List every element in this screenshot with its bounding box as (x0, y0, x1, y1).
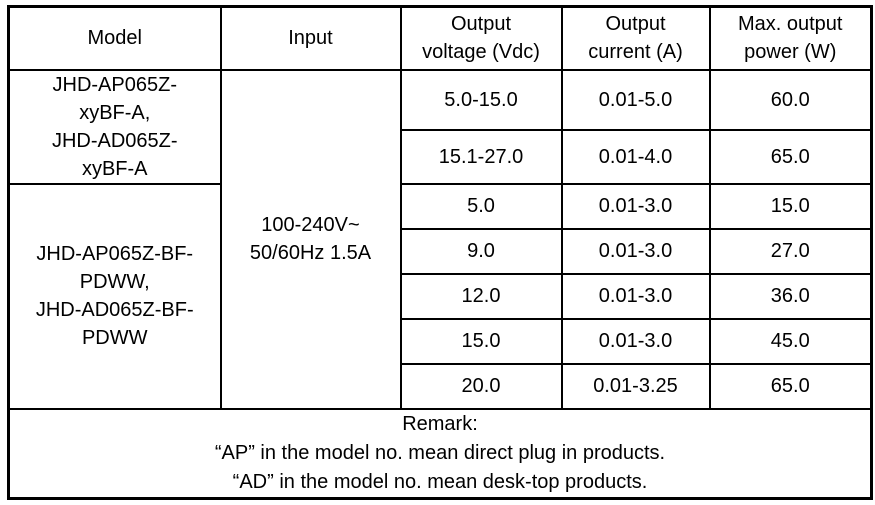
header-input: Input (219, 5, 402, 71)
header-output-current: Output current (A) (560, 5, 711, 71)
voltage-cell: 20.0 (399, 362, 563, 410)
voltage-cell: 12.0 (399, 272, 563, 320)
table-header-row: Model Input Output voltage (Vdc) Output … (7, 5, 873, 71)
table-row: 12.0 0.01-3.0 36.0 (9, 272, 873, 320)
model-line: PDWW (81, 327, 148, 349)
model-line: xyBF-A (81, 157, 148, 180)
model-group-pdww-cell: JHD-AP065Z-BF- PDWW, JHD-AD065Z-BF- PDWW (7, 182, 222, 410)
voltage-cell: 5.0 (399, 182, 563, 230)
input-line: 100-240V~ (261, 214, 360, 236)
power-cell: 27.0 (708, 227, 873, 275)
header-line: Output (605, 13, 666, 36)
power-cell: 45.0 (708, 317, 873, 365)
table-row: 20.0 0.01-3.25 65.0 (9, 362, 873, 410)
model-line: xyBF-A, (79, 101, 151, 124)
voltage-cell: 15.0 (399, 317, 563, 365)
table-row: 15.1-27.0 0.01-4.0 65.0 (9, 128, 873, 185)
remark-cell: Remark: “AP” in the model no. mean direc… (7, 407, 873, 499)
remark-line: “AP” in the model no. mean direct plug i… (214, 441, 666, 464)
remark-title: Remark: (402, 412, 478, 435)
power-cell: 36.0 (708, 272, 873, 320)
power-cell: 65.0 (708, 362, 873, 410)
current-cell: 0.01-3.0 (560, 272, 711, 320)
remark-line: “AD” in the model no. mean desk-top prod… (232, 470, 648, 493)
remark-row: Remark: “AP” in the model no. mean direc… (7, 407, 873, 499)
header-line: voltage (Vdc) (422, 41, 540, 64)
voltage-cell: 15.1-27.0 (399, 128, 563, 185)
current-cell: 0.01-3.25 (560, 362, 711, 410)
input-cell: 100-240V~ 50/60Hz 1.5A (219, 68, 402, 410)
header-output-voltage: Output voltage (Vdc) (399, 5, 563, 71)
model-line: JHD-AD065Z- (51, 129, 178, 152)
header-line: Max. output (737, 13, 843, 36)
model-line: JHD-AD065Z-BF- (35, 299, 194, 321)
voltage-cell: 5.0-15.0 (399, 68, 563, 131)
header-max-output-power: Max. output power (W) (708, 5, 873, 71)
current-cell: 0.01-3.0 (560, 182, 711, 230)
header-line: Input (288, 27, 333, 50)
table-row: JHD-AP065Z- xyBF-A, JHD-AD065Z- xyBF-A 1… (7, 68, 873, 410)
header-model: Model (7, 5, 222, 71)
current-cell: 0.01-4.0 (560, 128, 711, 185)
header-line: Output (450, 13, 512, 36)
model-group-xybf-cell: JHD-AP065Z- xyBF-A, JHD-AD065Z- xyBF-A (7, 68, 222, 185)
power-cell: 15.0 (708, 182, 873, 230)
model-line: JHD-AP065Z-BF- (36, 243, 194, 265)
current-cell: 0.01-3.0 (560, 227, 711, 275)
voltage-cell: 9.0 (399, 227, 563, 275)
model-line: JHD-AP065Z- (52, 73, 177, 96)
table-row: 15.0 0.01-3.0 45.0 (9, 317, 873, 365)
header-line: Model (87, 27, 142, 50)
power-cell: 60.0 (708, 68, 873, 131)
header-line: power (W) (744, 41, 837, 64)
input-line: 50/60Hz 1.5A (249, 242, 372, 264)
model-line: PDWW, (79, 271, 150, 293)
current-cell: 0.01-5.0 (560, 68, 711, 131)
header-line: current (A) (588, 41, 683, 64)
table-row: 9.0 0.01-3.0 27.0 (9, 227, 873, 275)
table-row: JHD-AP065Z-BF- PDWW, JHD-AD065Z-BF- PDWW… (7, 182, 873, 410)
power-cell: 65.0 (708, 128, 873, 185)
current-cell: 0.01-3.0 (560, 317, 711, 365)
power-spec-table: Model Input Output voltage (Vdc) Output … (7, 5, 873, 500)
